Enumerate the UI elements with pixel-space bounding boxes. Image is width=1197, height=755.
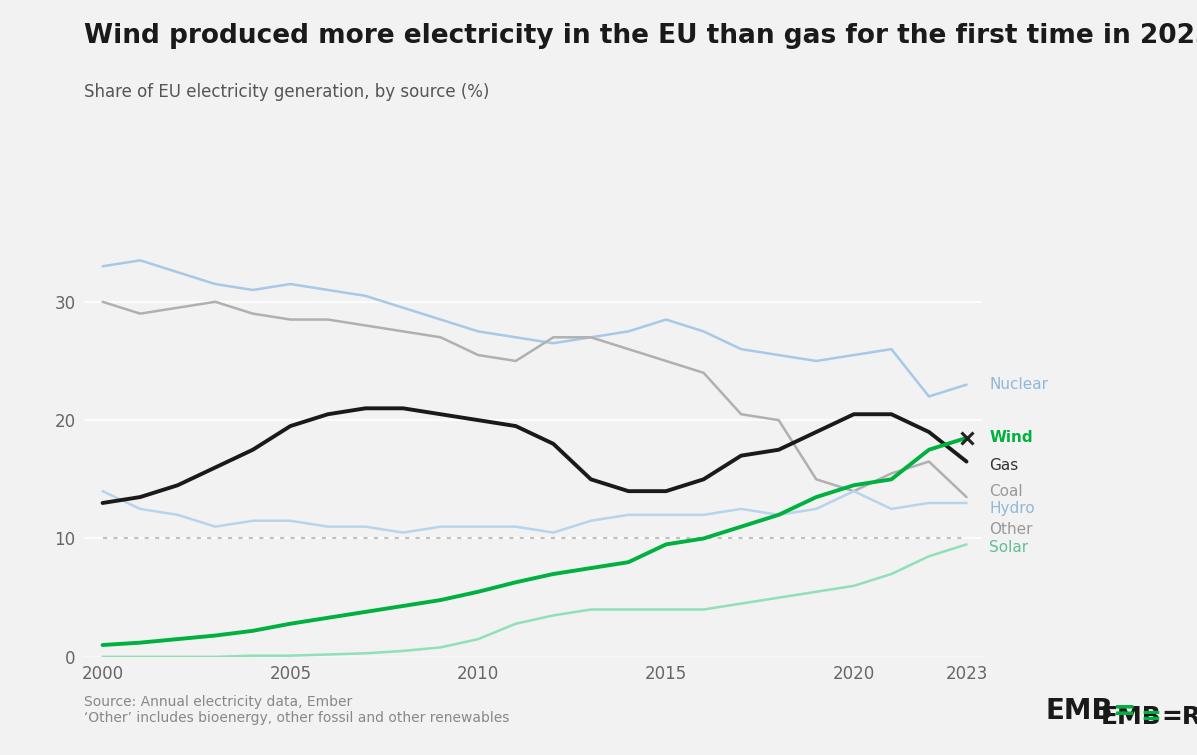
Text: Wind produced more electricity in the EU than gas for the first time in 2023: Wind produced more electricity in the EU… [84, 23, 1197, 48]
Text: Solar: Solar [989, 541, 1028, 556]
Text: Wind: Wind [989, 430, 1033, 445]
Text: =: = [1141, 705, 1161, 729]
Text: Coal: Coal [989, 484, 1022, 498]
Text: Gas: Gas [989, 458, 1019, 473]
Text: EMB: EMB [1100, 705, 1161, 729]
Text: =: = [1113, 697, 1137, 725]
Text: Share of EU electricity generation, by source (%): Share of EU electricity generation, by s… [84, 83, 490, 101]
Text: Hydro: Hydro [989, 501, 1034, 516]
Text: =R: =R [1161, 705, 1197, 729]
Text: Nuclear: Nuclear [989, 378, 1049, 392]
Text: EMB: EMB [1046, 697, 1113, 725]
Text: Source: Annual electricity data, Ember
‘Other’ includes bioenergy, other fossil : Source: Annual electricity data, Ember ‘… [84, 695, 509, 725]
Text: Other: Other [989, 522, 1033, 537]
